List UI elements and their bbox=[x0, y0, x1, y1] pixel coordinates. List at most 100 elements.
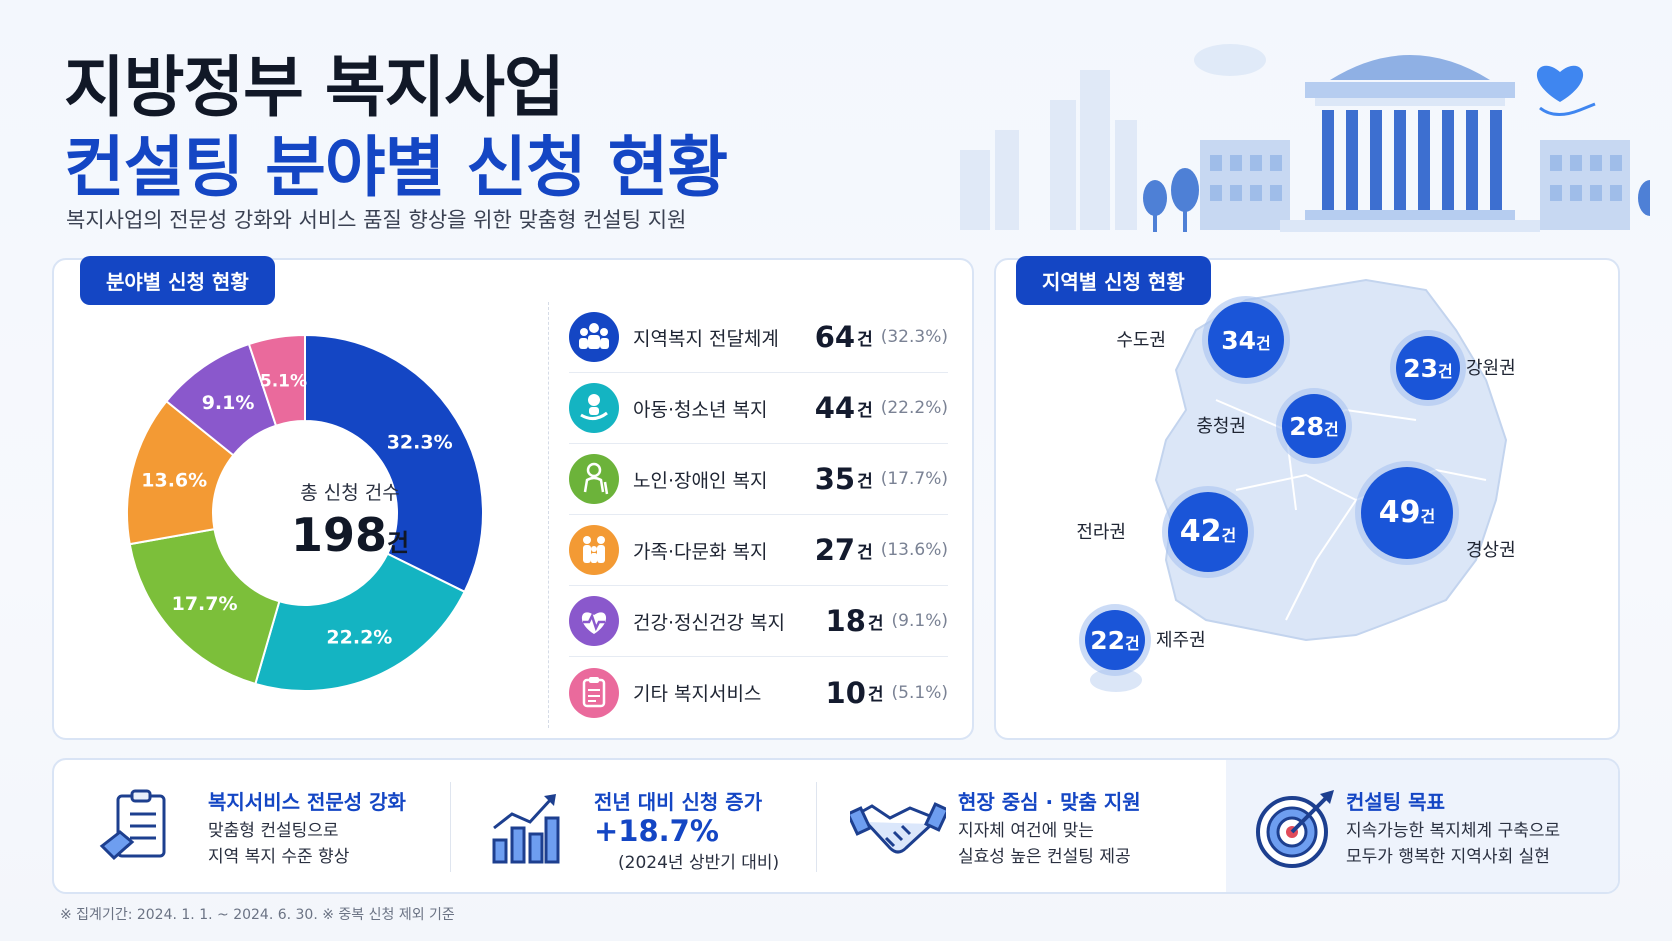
category-donut-chart: 32.3% 22.2% 17.7% 13.6% 9.1%5.1% bbox=[126, 333, 484, 692]
region-name-label: 경상권 bbox=[1466, 540, 1516, 561]
legend-item-count: 18 bbox=[825, 604, 866, 638]
legend-item: 건강·정신건강 복지 18 건 (9.1%) bbox=[569, 586, 948, 657]
legend-item-unit: 건 bbox=[857, 471, 873, 492]
region-bubble bbox=[1396, 336, 1460, 400]
region-count: 42건 bbox=[1180, 514, 1236, 549]
donut-center-value: 198건 bbox=[250, 508, 450, 562]
region-count: 28건 bbox=[1289, 412, 1339, 441]
legend-item-name: 지역복지 전달체계 bbox=[633, 327, 779, 350]
donut-center-label: 총 신청 건수 bbox=[300, 482, 400, 504]
legend-item: 지역복지 전달체계 64 건 (32.3%) bbox=[569, 302, 948, 373]
handshake-icon bbox=[850, 802, 946, 854]
legend-item: 노인·장애인 복지 35 건 (17.7%) bbox=[569, 444, 948, 515]
legend-item-unit: 건 bbox=[857, 400, 873, 421]
region-bubble bbox=[1208, 302, 1284, 378]
donut-slice-2 bbox=[128, 527, 281, 686]
footnote: ※ 집계기간: 2024. 1. 1. ~ 2024. 6. 30. ※ 중복 … bbox=[60, 907, 455, 923]
legend-item-count: 64 bbox=[814, 320, 856, 354]
legend-item-count: 27 bbox=[814, 533, 856, 567]
target-icon bbox=[1256, 790, 1334, 868]
category-panel: 분야별 신청 현황 32.3% 22.2% 17.7% 13.6% 9.1% 5.1% 총… bbox=[52, 256, 974, 740]
region-name-label: 제주권 bbox=[1156, 630, 1206, 651]
legend-item: 아동·청소년 복지 44 건 (22.2%) bbox=[569, 373, 948, 444]
donut-total-unit: 건 bbox=[386, 529, 410, 557]
donut-slice-label-4: 9.1% bbox=[202, 392, 255, 414]
legend-item: 기타 복지서비스 10 건 (5.1%) bbox=[569, 657, 948, 728]
region-bubble bbox=[1085, 610, 1145, 670]
legend-item: 가족·다문화 복지 27 건 (13.6%) bbox=[569, 515, 948, 586]
goal-line1: 지속가능한 복지체계 구축으로 bbox=[1346, 821, 1561, 841]
region-panel-tag: 지역별 신청 현황 bbox=[1016, 256, 1211, 305]
growth-value: +18.7% bbox=[594, 814, 719, 848]
heart-pulse-icon bbox=[569, 596, 619, 646]
region-name-label: 충청권 bbox=[1196, 416, 1246, 437]
legend-item-percent: (13.6%) bbox=[880, 540, 948, 560]
expertise-line1: 맞춤형 컨설팅으로 bbox=[208, 821, 339, 841]
region-name-label: 수도권 bbox=[1116, 330, 1166, 351]
donut-slice-label-1: 22.2% bbox=[326, 627, 392, 649]
region-name-label: 전라권 bbox=[1076, 522, 1126, 543]
donut-slice-label-3: 13.6% bbox=[141, 469, 207, 491]
legend-item-name: 가족·다문화 복지 bbox=[633, 540, 768, 563]
legend-item-percent: (32.3%) bbox=[880, 327, 948, 347]
donut-slice-1 bbox=[254, 552, 466, 692]
category-legend: 지역복지 전달체계 64 건 (32.3%) 아동·청소년 복지 44 건 (22.2%) 노인… bbox=[548, 302, 948, 728]
donut-slice-5 bbox=[247, 333, 306, 427]
legend-item-name: 건강·정신건강 복지 bbox=[633, 611, 785, 634]
donut-slice-label-2: 17.7% bbox=[172, 593, 238, 615]
growth-title: 전년 대비 신청 증가 bbox=[594, 790, 763, 814]
highlight-bar: 복지서비스 전문성 강화 맞춤형 컨설팅으로 지역 복지 수준 향상 전년 대비… bbox=[52, 758, 1620, 894]
legend-item-count: 35 bbox=[814, 462, 856, 496]
donut-total: 198 bbox=[290, 508, 387, 562]
donut-slice-0 bbox=[304, 333, 484, 594]
page-title-line2: 컨설팅 분야별 신청 현황 bbox=[64, 129, 728, 206]
category-panel-tag: 분야별 신청 현황 bbox=[80, 256, 275, 305]
legend-item-name: 아동·청소년 복지 bbox=[633, 398, 768, 421]
onsite-line2: 실효성 높은 컨설팅 제공 bbox=[958, 847, 1131, 867]
expertise-line2: 지역 복지 수준 향상 bbox=[208, 847, 350, 867]
region-bubble bbox=[1361, 467, 1453, 559]
onsite-line1: 지자체 여건에 맞는 bbox=[958, 821, 1094, 841]
region-count: 49건 bbox=[1379, 495, 1435, 530]
region-count: 22건 bbox=[1090, 626, 1140, 655]
jeju-island-shape bbox=[1090, 668, 1142, 692]
goal-title: 컨설팅 목표 bbox=[1346, 790, 1445, 814]
legend-item-name: 노인·장애인 복지 bbox=[633, 469, 768, 492]
divider bbox=[816, 782, 817, 872]
checklist-icon bbox=[99, 789, 166, 861]
region-count: 34건 bbox=[1221, 326, 1271, 355]
legend-item-percent: (22.2%) bbox=[880, 398, 948, 418]
goal-line2: 모두가 행복한 지역사회 실현 bbox=[1346, 847, 1550, 867]
legend-item-percent: (17.7%) bbox=[880, 469, 948, 489]
donut-slice-label-0: 32.3% bbox=[387, 432, 453, 454]
onsite-title: 현장 중심 · 맞춤 지원 bbox=[958, 790, 1141, 814]
region-count: 23건 bbox=[1403, 354, 1453, 383]
legend-item-unit: 건 bbox=[857, 542, 873, 563]
family-icon bbox=[569, 525, 619, 575]
legend-item-unit: 건 bbox=[867, 613, 884, 634]
region-bubble bbox=[1168, 492, 1248, 572]
legend-item-unit: 건 bbox=[867, 685, 884, 705]
divider bbox=[450, 782, 451, 872]
heart-icon bbox=[1536, 65, 1584, 102]
expertise-title: 복지서비스 전문성 강화 bbox=[208, 790, 406, 814]
region-bubble bbox=[1282, 394, 1346, 458]
region-name-label: 강원권 bbox=[1466, 358, 1516, 379]
legend-item-count: 10 bbox=[825, 675, 866, 710]
legend-item-name: 기타 복지서비스 bbox=[633, 683, 762, 705]
bar-growth-icon bbox=[492, 794, 560, 864]
page-title-line1: 지방정부 복지사업 bbox=[64, 49, 565, 126]
clipboard-icon bbox=[569, 667, 619, 718]
growth-note: (2024년 상반기 대비) bbox=[618, 853, 780, 873]
legend-item-percent: (5.1%) bbox=[891, 682, 948, 703]
page-subtitle: 복지사업의 전문성 강화와 서비스 품질 향상을 위한 맞춤형 컨설팅 지원 bbox=[66, 208, 687, 232]
legend-item-unit: 건 bbox=[857, 329, 873, 350]
legend-item-percent: (9.1%) bbox=[891, 611, 948, 631]
government-building-illustration bbox=[960, 44, 1650, 232]
child-care-icon bbox=[569, 383, 619, 433]
elderly-icon bbox=[569, 454, 619, 504]
legend-item-count: 44 bbox=[814, 391, 856, 425]
donut-slice-label-5: 5.1% bbox=[260, 372, 307, 392]
